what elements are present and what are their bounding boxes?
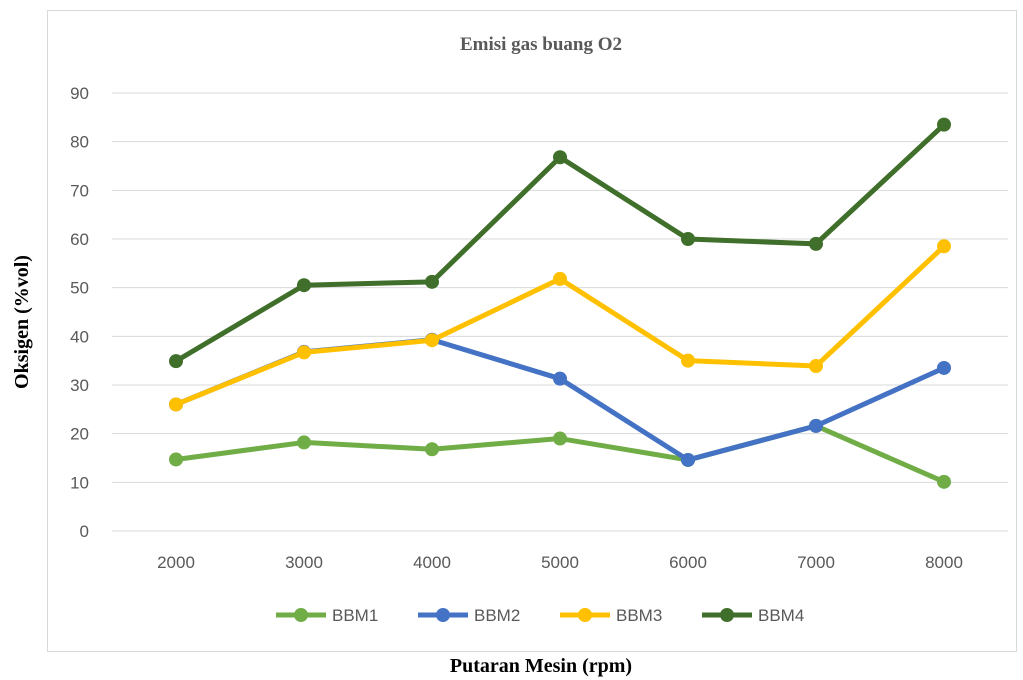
legend-label: BBM3 xyxy=(616,606,662,625)
data-point-bbm4 xyxy=(809,236,823,251)
data-point-bbm3 xyxy=(553,271,567,286)
data-point-bbm4 xyxy=(681,232,695,246)
y-tick-label: 60 xyxy=(70,230,89,249)
y-tick-label: 80 xyxy=(70,133,89,152)
legend-item-bbm1: BBM1 xyxy=(276,606,378,625)
x-tick-label: 6000 xyxy=(669,553,707,572)
series-lines xyxy=(169,117,951,489)
data-point-bbm1 xyxy=(297,435,311,450)
data-point-bbm4 xyxy=(425,274,439,289)
legend-item-bbm2: BBM2 xyxy=(418,606,520,625)
data-point-bbm2 xyxy=(809,418,823,433)
legend-label: BBM4 xyxy=(758,606,804,625)
series-bbm3 xyxy=(169,239,951,412)
y-tick-labels: 0 10 20 30 40 50 60 70 80 90 xyxy=(70,84,89,541)
y-tick-label: 70 xyxy=(70,181,89,200)
y-tick-label: 40 xyxy=(70,327,89,346)
legend-swatch-marker xyxy=(578,608,592,622)
legend-label: BBM2 xyxy=(474,606,520,625)
x-tick-label: 2000 xyxy=(157,553,195,572)
y-tick-label: 50 xyxy=(70,279,89,298)
x-tick-label: 4000 xyxy=(413,553,451,572)
data-point-bbm2 xyxy=(937,360,951,375)
x-axis-label: Putaran Mesin (rpm) xyxy=(450,655,632,677)
data-point-bbm3 xyxy=(425,333,439,348)
legend: BBM1 BBM2 BBM3 BBM4 xyxy=(276,606,804,625)
legend-swatch-marker xyxy=(720,608,734,622)
data-point-bbm3 xyxy=(809,359,823,374)
data-point-bbm4 xyxy=(937,117,951,132)
data-point-bbm1 xyxy=(169,452,183,467)
data-point-bbm1 xyxy=(425,442,439,457)
y-tick-label: 0 xyxy=(80,522,89,541)
legend-item-bbm3: BBM3 xyxy=(560,606,662,625)
data-point-bbm4 xyxy=(297,278,311,293)
series-bbm1 xyxy=(169,418,951,489)
data-point-bbm2 xyxy=(553,371,567,386)
legend-swatch-marker xyxy=(436,608,450,622)
x-tick-label: 5000 xyxy=(541,553,579,572)
data-point-bbm1 xyxy=(553,431,567,446)
data-point-bbm3 xyxy=(297,345,311,360)
y-tick-label: 20 xyxy=(70,425,89,444)
legend-item-bbm4: BBM4 xyxy=(702,606,804,625)
data-point-bbm3 xyxy=(681,353,695,368)
data-point-bbm3 xyxy=(937,239,951,254)
data-point-bbm4 xyxy=(169,354,183,369)
y-tick-label: 90 xyxy=(70,84,89,103)
x-tick-label: 3000 xyxy=(285,553,323,572)
legend-label: BBM1 xyxy=(332,606,378,625)
x-tick-label: 8000 xyxy=(925,553,963,572)
y-tick-label: 30 xyxy=(70,376,89,395)
grid-lines xyxy=(112,92,1008,532)
data-point-bbm3 xyxy=(169,397,183,412)
data-point-bbm2 xyxy=(681,452,695,467)
data-point-bbm4 xyxy=(553,150,567,165)
y-axis-label: Oksigen (%vol) xyxy=(11,255,33,389)
chart-frame xyxy=(47,10,1017,652)
x-tick-label: 7000 xyxy=(797,553,835,572)
legend-swatch-marker xyxy=(294,608,308,622)
series-bbm4 xyxy=(169,117,951,369)
y-tick-label: 10 xyxy=(70,473,89,492)
chart-title: Emisi gas buang O2 xyxy=(460,34,622,55)
x-tick-labels: 2000 3000 4000 5000 6000 7000 8000 xyxy=(157,553,963,572)
data-point-bbm1 xyxy=(937,474,951,489)
